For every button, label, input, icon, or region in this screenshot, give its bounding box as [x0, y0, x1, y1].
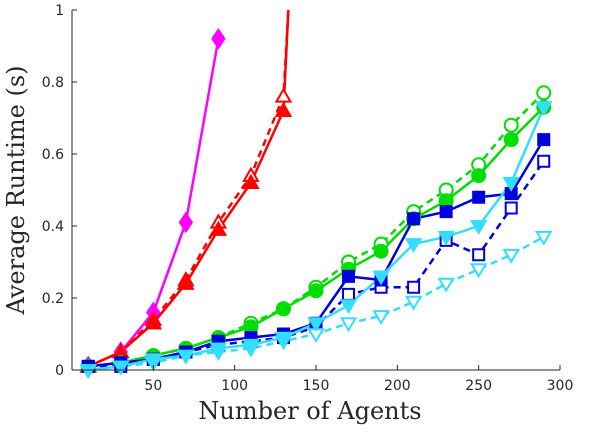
y-tick-label: 1: [55, 3, 64, 19]
y-axis-title: Average Runtime (s): [2, 65, 30, 315]
series-6-point: [342, 287, 356, 301]
series-1-point: [211, 27, 226, 50]
series-5-point: [503, 132, 519, 148]
series-8-point: [372, 310, 390, 325]
x-tick-label: 300: [547, 378, 574, 394]
y-tick-label: 0.8: [42, 75, 64, 91]
series-8-point: [534, 230, 553, 246]
series-9-point: [79, 364, 98, 379]
series-6-point: [407, 280, 421, 294]
y-tick-label: 0.4: [42, 219, 64, 235]
series-6-point: [504, 201, 518, 215]
y-tick-label: 0.6: [42, 147, 64, 163]
series-8-point: [502, 248, 520, 264]
series-9-point: [404, 238, 423, 253]
series-9-point: [502, 176, 520, 192]
series-9-point: [274, 331, 293, 347]
series-9-point: [177, 349, 195, 365]
series-5-point: [373, 243, 389, 259]
series-8-point: [339, 317, 358, 333]
x-tick-label: 250: [465, 378, 492, 394]
series-3-point: [242, 173, 260, 190]
series-3-point: [274, 101, 293, 118]
series-1-point: [178, 211, 194, 234]
series-6-point: [472, 248, 486, 262]
y-tick-label: 0.2: [42, 291, 64, 307]
series-9-point: [242, 338, 260, 354]
y-tick-label: 0: [55, 363, 64, 379]
series-3-line: [87, 10, 290, 368]
series-9-point: [372, 270, 390, 286]
x-tick-label: 100: [221, 378, 248, 394]
x-axis-title: Number of Agents: [198, 397, 421, 425]
series-2-line: [87, 10, 290, 368]
x-tick-label: 200: [384, 378, 411, 394]
series-4-point: [503, 117, 519, 133]
series-3-point: [144, 314, 163, 330]
series-5-point: [471, 168, 487, 184]
x-tick-label: 50: [144, 378, 162, 394]
series-8-point: [469, 263, 488, 279]
x-tick-label: 150: [303, 378, 330, 394]
series-9-point: [469, 220, 488, 235]
series-9-point: [144, 353, 163, 369]
series-7-point: [342, 269, 356, 283]
series-9-point: [437, 230, 455, 246]
series-5-point: [275, 301, 291, 317]
series-6-point: [537, 154, 551, 168]
series-9-point: [112, 360, 130, 376]
series-8-point: [437, 277, 455, 293]
series-7-point: [472, 190, 486, 204]
series-9-point: [209, 342, 228, 358]
series-7-point: [407, 212, 421, 226]
series-7-point: [537, 133, 551, 147]
series-9-point: [307, 317, 325, 333]
series-3-point: [177, 274, 195, 290]
series-2-point: [274, 87, 293, 103]
series-4-point: [536, 85, 552, 101]
plot-area: [72, 10, 560, 370]
series-9-point: [339, 299, 358, 315]
series-3-point: [209, 220, 228, 236]
series-9-point: [534, 101, 553, 117]
series-7-point: [439, 205, 453, 219]
series-5-point: [308, 283, 324, 299]
series-8-point: [404, 295, 423, 311]
